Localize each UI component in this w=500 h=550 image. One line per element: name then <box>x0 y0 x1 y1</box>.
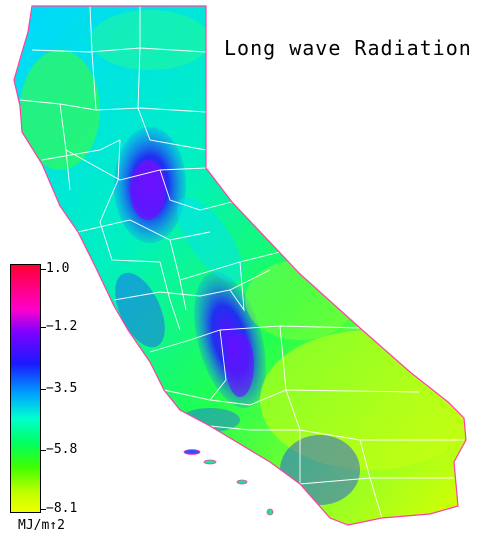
color-scale-bar <box>10 264 41 513</box>
scale-tick-label: 1.0 <box>46 260 70 276</box>
map-title: Long wave Radiation <box>224 36 472 60</box>
channel-islands <box>183 449 274 516</box>
scale-tick <box>40 509 46 511</box>
scale-tick-label: −3.5 <box>46 380 78 396</box>
scale-tick-label: −1.2 <box>46 319 78 335</box>
scale-tick <box>40 268 46 270</box>
scale-tick <box>40 388 46 390</box>
california-state <box>13 5 467 526</box>
scale-tick <box>40 327 46 329</box>
unit-label: MJ/m↑2 <box>18 518 65 533</box>
scale-tick-label: −8.1 <box>46 501 78 517</box>
scale-tick <box>40 449 46 451</box>
county-boundaries <box>19 6 464 519</box>
scale-tick-label: −5.8 <box>46 441 78 457</box>
